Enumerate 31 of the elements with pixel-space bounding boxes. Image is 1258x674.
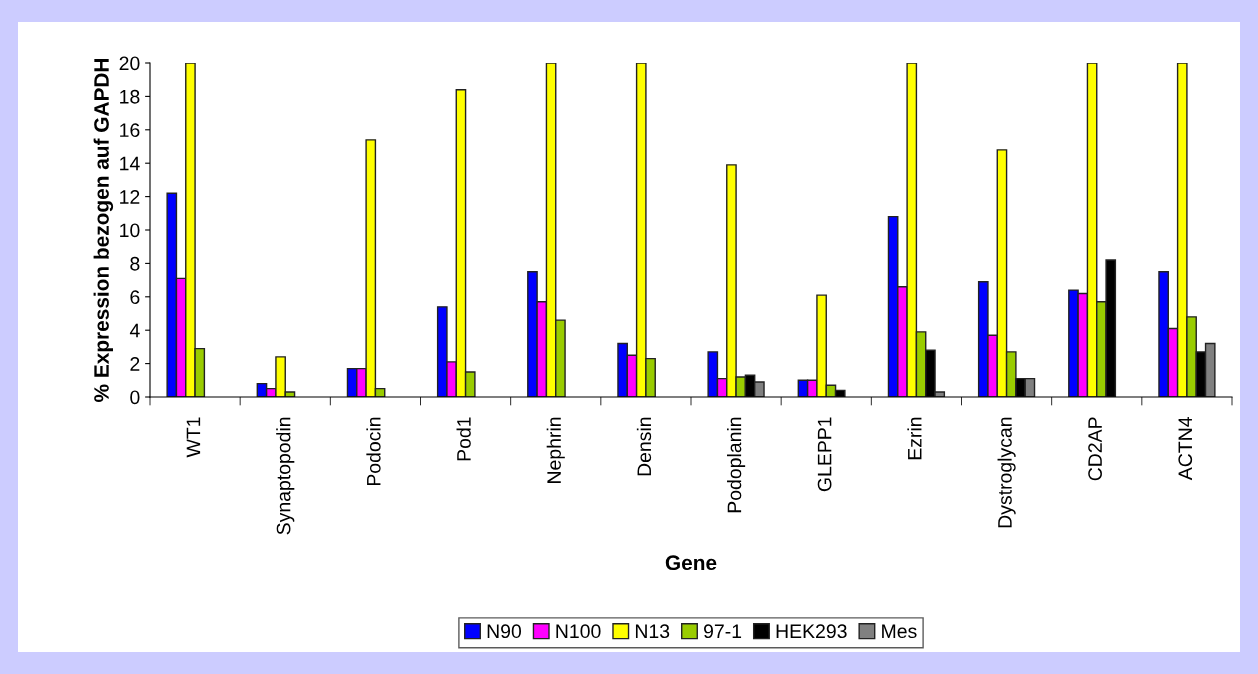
y-tick-label: 0: [130, 390, 140, 405]
y-tick-label: 4: [129, 323, 140, 338]
legend-label: Mes: [882, 624, 917, 639]
legend-label: N90: [487, 624, 522, 639]
x-tick-label: Podoplanin: [727, 417, 746, 513]
x-tick-label: Ezrin: [907, 417, 922, 460]
y-tick-label: 14: [120, 156, 140, 171]
x-tick-label: CD2AP: [1088, 417, 1102, 481]
legend-label: HEK293: [776, 624, 847, 639]
y-tick-label: 10: [120, 223, 140, 238]
legend-label: N100: [556, 624, 601, 639]
y-tick-label: 18: [120, 89, 140, 104]
y-tick-label: 16: [120, 123, 140, 138]
x-tick-label: Nephrin: [546, 417, 565, 483]
y-axis-title: % Expression bezogen auf GAPDH: [93, 58, 114, 402]
x-axis-title: Gene: [665, 555, 717, 571]
x-tick-label: Dystroglycan: [997, 417, 1016, 528]
x-tick-label: Densin: [636, 417, 652, 476]
legend-label: 97-1: [704, 624, 742, 639]
y-tick-label: 12: [120, 190, 140, 204]
legend-label: N13: [635, 624, 670, 639]
x-tick-label: ACTN4: [1178, 417, 1193, 481]
x-tick-label: Synaptopodin: [276, 417, 295, 535]
x-tick-label: Podocin: [366, 417, 381, 486]
x-tick-label: WT1: [186, 417, 201, 458]
y-tick-label: 20: [119, 56, 140, 71]
x-tick-label: GLEPP1: [817, 417, 832, 492]
y-tick-label: 8: [130, 256, 140, 271]
y-tick-label: 6: [130, 290, 140, 305]
y-tick-label: 2: [130, 357, 140, 371]
x-tick-label: Pod1: [456, 417, 471, 461]
